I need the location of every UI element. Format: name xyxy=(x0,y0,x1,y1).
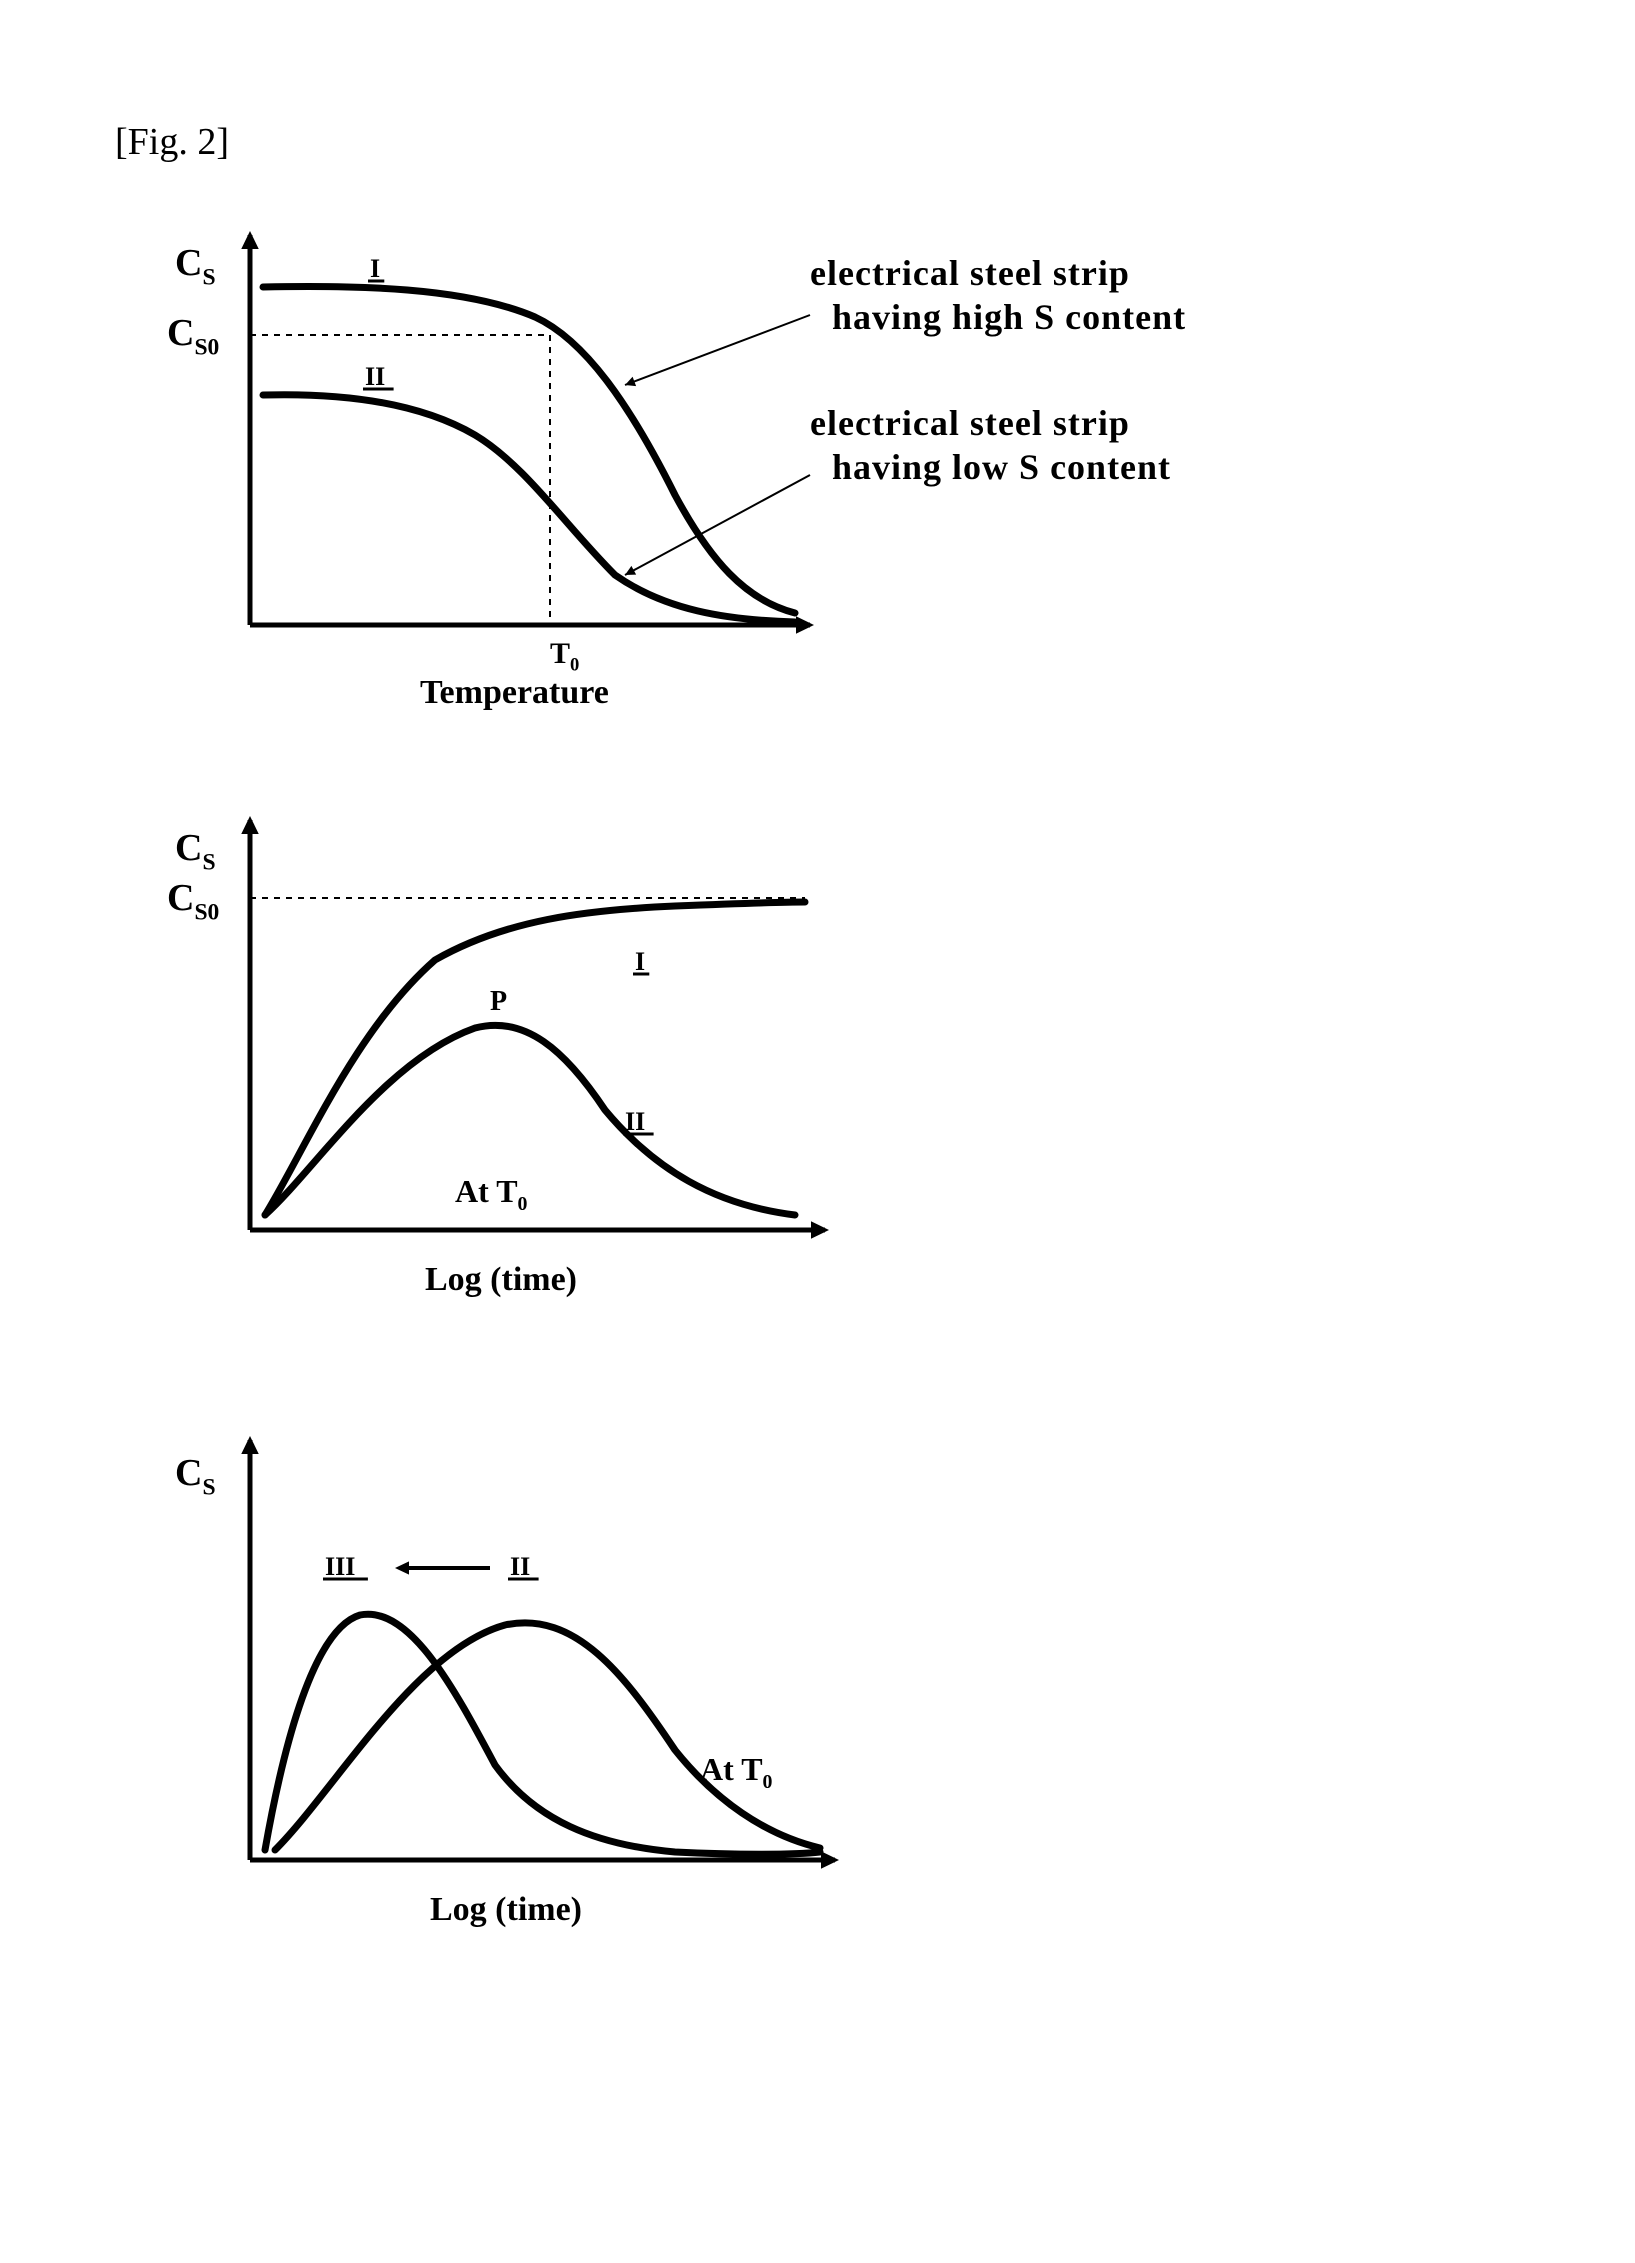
svg-text:P: P xyxy=(490,986,507,1017)
svg-text:Temperature: Temperature xyxy=(420,674,609,710)
svg-text:CS: CS xyxy=(175,1452,216,1501)
svg-text:II: II xyxy=(510,1552,530,1581)
chart-3: IIIIICSLog (time)At T0 xyxy=(155,1420,955,1950)
chart-2: IIICSCS0Log (time)At T0P xyxy=(155,810,955,1320)
svg-text:CS: CS xyxy=(175,242,216,291)
svg-text:having high S content: having high S content xyxy=(832,297,1186,337)
svg-text:Log (time): Log (time) xyxy=(425,1261,577,1298)
svg-text:having low S content: having low S content xyxy=(832,447,1171,487)
svg-text:I: I xyxy=(370,254,380,283)
svg-text:electrical steel strip: electrical steel strip xyxy=(810,403,1130,443)
page: [Fig. 2] IIICSCS0T0Temperatureelectrical… xyxy=(0,0,1635,2263)
svg-text:At T0: At T0 xyxy=(700,1751,773,1793)
svg-text:III: III xyxy=(325,1552,355,1581)
svg-text:I: I xyxy=(635,947,645,976)
svg-text:CS0: CS0 xyxy=(167,877,219,926)
svg-text:electrical steel strip: electrical steel strip xyxy=(810,253,1130,293)
svg-text:T0: T0 xyxy=(550,637,579,676)
figure-label: [Fig. 2] xyxy=(115,120,229,164)
svg-text:II: II xyxy=(625,1107,645,1136)
svg-text:At T0: At T0 xyxy=(455,1173,528,1215)
svg-text:Log (time): Log (time) xyxy=(430,1891,582,1928)
svg-text:CS: CS xyxy=(175,827,216,876)
svg-text:CS0: CS0 xyxy=(167,312,219,361)
chart-1: IIICSCS0T0Temperatureelectrical steel st… xyxy=(155,225,1405,710)
svg-text:II: II xyxy=(365,362,385,391)
